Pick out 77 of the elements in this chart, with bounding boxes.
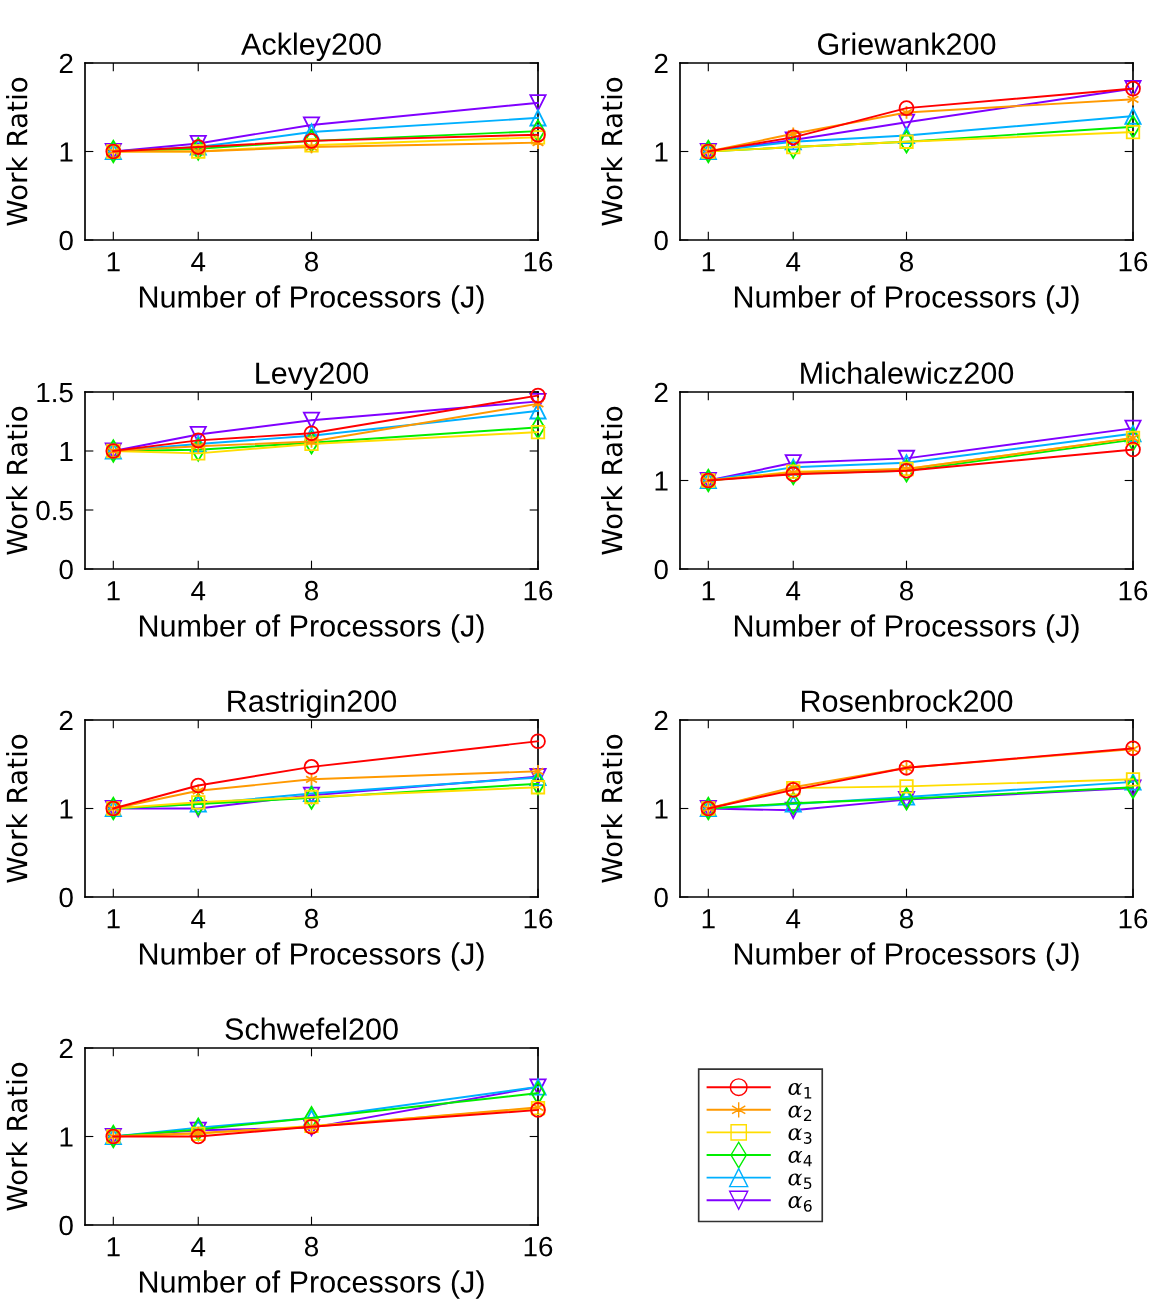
chart-title: Michalewicz200 (801, 361, 1014, 384)
y-axis-title: Work Ratio (601, 77, 623, 226)
x-tick-label: 16 (524, 580, 553, 601)
x-tick-label: 8 (304, 1236, 319, 1257)
legend-label: α$_{6}$ (788, 1196, 812, 1212)
x-tick-label: 4 (191, 1237, 206, 1257)
y-tick-label: 1.5 (37, 382, 73, 403)
y-tick-label: 1 (60, 1127, 73, 1147)
y-tick-label: 2 (654, 710, 668, 731)
y-tick-label: 2 (59, 1038, 73, 1059)
x-tick-label: 1 (702, 581, 715, 601)
x-axis-title: Number of Processors (J) (139, 614, 484, 643)
x-tick-label: 8 (304, 580, 319, 601)
x-tick-label: 8 (304, 908, 319, 929)
y-tick-label: 0 (654, 230, 668, 251)
y-tick-label: 0 (59, 887, 73, 908)
legend-label: α$_{5}$ (788, 1173, 812, 1190)
x-tick-label: 1 (107, 581, 120, 601)
x-axis-title: Number of Processors (J) (734, 942, 1079, 971)
y-tick-label: 1 (60, 142, 73, 162)
y-tick-label: 0 (59, 559, 73, 580)
x-tick-label: 4 (191, 581, 206, 601)
y-tick-label: 0 (654, 559, 668, 580)
chart-title: Rastrigin200 (228, 689, 397, 719)
x-tick-label: 16 (524, 251, 553, 272)
y-tick-label: 0 (59, 230, 73, 251)
y-tick-label: 1 (655, 799, 668, 819)
y-tick-label: 1 (655, 142, 668, 162)
chart-title: Ackley200 (241, 32, 381, 62)
y-tick-label: 0.5 (36, 500, 73, 521)
x-tick-label: 4 (191, 909, 206, 929)
y-axis-title: Work Ratio (6, 1062, 28, 1211)
x-tick-label: 16 (524, 1236, 553, 1257)
x-tick-label: 1 (702, 252, 715, 272)
x-tick-label: 4 (191, 252, 206, 272)
x-tick-label: 4 (786, 581, 801, 601)
chart-title: Rosenbrock200 (802, 689, 1013, 712)
x-axis-title: Number of Processors (J) (139, 285, 484, 314)
x-tick-label: 8 (899, 908, 914, 929)
y-tick-label: 2 (59, 53, 73, 74)
x-tick-label: 16 (1119, 908, 1148, 929)
x-tick-label: 1 (702, 909, 715, 929)
y-axis-title: Work Ratio (601, 734, 623, 883)
legend-label: α$_{2}$ (788, 1105, 812, 1122)
y-tick-label: 0 (654, 887, 668, 908)
y-tick-label: 1 (655, 471, 668, 491)
chart-title: Levy200 (256, 362, 369, 391)
legend-label: α$_{1}$ (788, 1082, 812, 1099)
chart-title: Griewank200 (818, 32, 996, 55)
x-tick-label: 4 (786, 909, 801, 929)
x-tick-label: 1 (107, 252, 120, 272)
x-tick-label: 8 (899, 580, 914, 601)
y-axis-title: Work Ratio (6, 734, 28, 883)
y-axis-title: Work Ratio (601, 406, 623, 555)
x-tick-label: 16 (1119, 251, 1148, 272)
y-axis-title: Work Ratio (6, 406, 28, 555)
x-axis-title: Number of Processors (J) (139, 942, 484, 971)
x-tick-label: 1 (107, 1237, 120, 1257)
x-tick-label: 16 (524, 908, 553, 929)
y-tick-label: 2 (654, 382, 668, 403)
x-tick-label: 8 (899, 251, 914, 272)
x-tick-label: 8 (304, 251, 319, 272)
x-tick-label: 1 (107, 909, 120, 929)
y-tick-label: 0 (59, 1215, 73, 1236)
y-tick-label: 1 (60, 441, 73, 462)
y-tick-label: 2 (654, 53, 668, 74)
x-tick-label: 16 (1119, 580, 1148, 601)
x-tick-label: 4 (786, 252, 801, 272)
legend-label: α$_{3}$ (788, 1128, 812, 1144)
y-axis-title: Work Ratio (6, 77, 28, 226)
legend-label: α$_{4}$ (788, 1150, 812, 1167)
y-tick-label: 2 (59, 710, 73, 731)
y-tick-label: 1 (60, 799, 73, 819)
x-axis-title: Number of Processors (J) (139, 1270, 484, 1299)
x-axis-title: Number of Processors (J) (734, 614, 1079, 643)
x-axis-title: Number of Processors (J) (734, 285, 1079, 314)
chart-title: Schwefel200 (225, 1017, 398, 1040)
